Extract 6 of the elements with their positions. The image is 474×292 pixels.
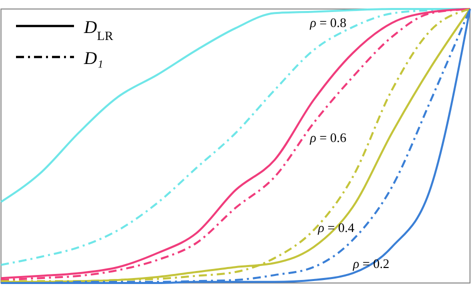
annotation: D₁ <box>83 48 104 68</box>
annotation: ρ = 0.2 <box>352 256 390 271</box>
annotation: ρ = 0.4 <box>317 220 355 235</box>
annotation: D$_{LR}$ <box>83 17 114 43</box>
annotation: ρ = 0.6 <box>309 130 347 145</box>
annotation: ρ = 0.8 <box>309 15 346 30</box>
